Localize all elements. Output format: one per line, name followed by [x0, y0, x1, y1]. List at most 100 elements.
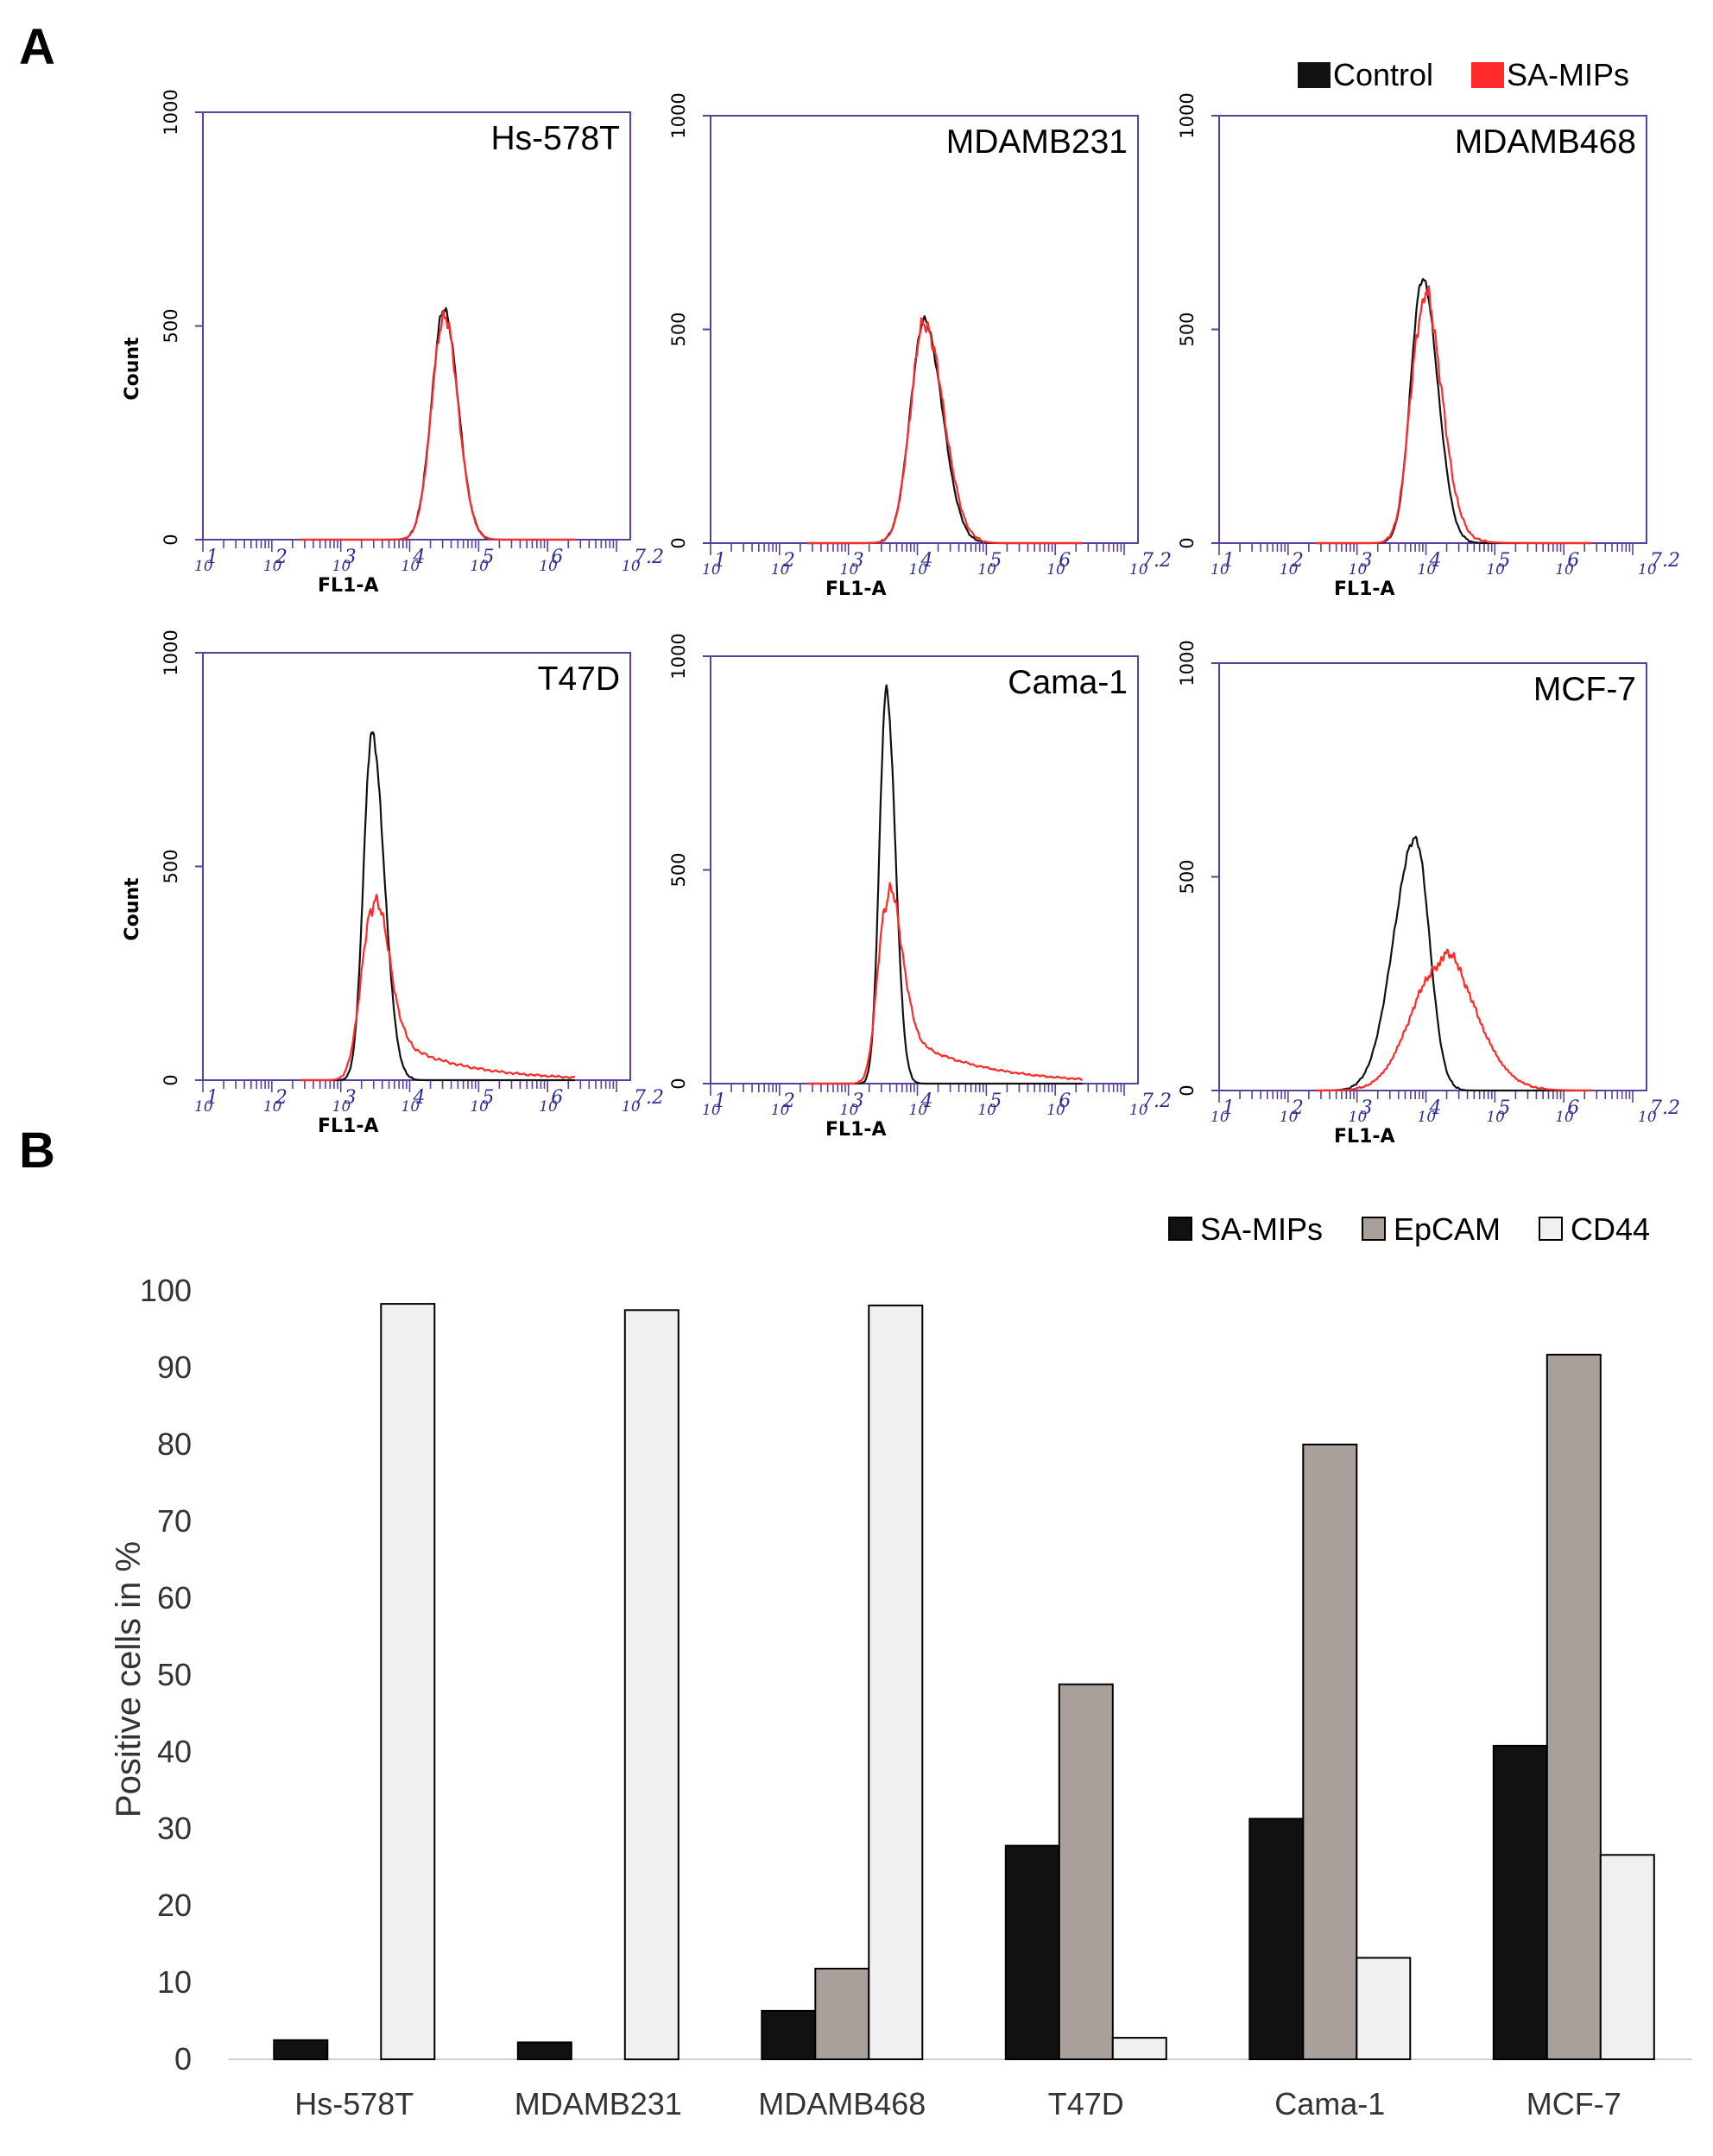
bar-epcam-t47d [1058, 1683, 1114, 2060]
y-tick-label: 1000 [668, 633, 689, 679]
y-tick-label: 500 [1177, 312, 1198, 346]
y-tick-label: 90 [157, 1350, 192, 1385]
x-tick-label: 10 [401, 1098, 420, 1116]
x-tick-exponent: 7.2 [1141, 550, 1172, 572]
legend-sa-mips-swatch [1471, 62, 1504, 88]
series-line-control [1315, 278, 1591, 545]
bar-sa-mips-mcf-7 [1492, 1744, 1548, 2061]
x-tick-label: 10 [1418, 561, 1437, 579]
y-tick-label: 1000 [161, 89, 181, 135]
legend-label-sa-mips: SA-MIPs [1200, 1211, 1323, 1247]
x-tick-exponent: 4 [1429, 550, 1442, 572]
series-line-control [299, 731, 575, 1082]
x-tick-label: 10 [470, 558, 489, 575]
x-tick-exponent: 5 [482, 1087, 494, 1109]
x-tick-label: 10 [1349, 1109, 1368, 1126]
x-tick-label: 10 [1280, 561, 1299, 579]
x-tick-exponent: 4 [413, 547, 426, 568]
series-line-sa-mips [1315, 948, 1591, 1092]
series-line-control [806, 684, 1083, 1085]
x-tick-exponent: 2 [1291, 1097, 1304, 1119]
x-tick-exponent: 2 [1291, 550, 1304, 572]
x-axis-label: FL1-A [1334, 1126, 1395, 1148]
histogram-frame [1218, 662, 1647, 1091]
legend-control-swatch [1298, 62, 1331, 88]
x-tick-label: 10 [263, 558, 282, 575]
bar-legend: SA-MIPs EpCAM CD44 [1168, 1211, 1650, 1247]
x-axis-label: FL1-A [825, 1119, 887, 1141]
panel-a-label: A [19, 19, 55, 75]
histogram-hs-578t: 101 102 103 104 105 106 107.205001000FL1-ACoun… [122, 89, 664, 597]
x-tick-label: 10 [840, 1102, 859, 1119]
x-tick-label: 10 [1129, 561, 1148, 579]
x-tick-exponent: 6 [1059, 550, 1071, 572]
x-tick-label: 10 [840, 561, 859, 579]
x-tick-label: 10 [771, 1102, 790, 1119]
series-line-sa-mips [1315, 285, 1591, 545]
y-axis-label: Positive cells in % [110, 1541, 148, 1818]
x-tick-exponent: 1 [714, 550, 726, 572]
x-tick-label: 10 [470, 1098, 489, 1116]
bar-chart: 0 10 20 30 40 50 60 70 80 90 100 Positive cells in … [110, 1211, 1692, 2121]
x-tick-label: 10 [1638, 561, 1657, 579]
y-tick-label: 500 [668, 852, 689, 887]
y-tick-label: 0 [668, 537, 689, 548]
x-tick-exponent: 6 [1567, 1097, 1579, 1119]
x-tick-label: 10 [194, 1098, 213, 1116]
x-tick-exponent: 7.2 [634, 1087, 664, 1109]
y-tick-label: 0 [161, 534, 181, 545]
x-tick-label: 10 [1418, 1109, 1437, 1126]
x-tick-label: 10 [1129, 1102, 1148, 1119]
x-tick-label: 10 [771, 561, 790, 579]
histogram-panels: 101 102 103 104 105 106 107.205001000FL1-ACoun… [122, 89, 1680, 1148]
x-tick-label: 10 [1349, 561, 1368, 579]
x-tick-label: 10 [332, 558, 351, 575]
x-tick-label: 10 [622, 558, 641, 575]
histogram-mdamb231: 101 102 103 104 105 106 107.205001000FL1-AMDAM… [668, 92, 1172, 600]
x-axis-label: FL1-A [1334, 579, 1395, 600]
x-tick-exponent: 3 [344, 1087, 357, 1109]
x-tick-label: 10 [977, 1102, 996, 1119]
x-axis-label: FL1-A [825, 579, 887, 600]
x-tick-label: 10 [263, 1098, 282, 1116]
x-tick-label: 10 [1046, 1102, 1065, 1119]
x-tick-label: 10 [1555, 561, 1574, 579]
x-category-label: Hs-578T [294, 2086, 414, 2121]
bar-cd44-cama-1 [1356, 1957, 1412, 2060]
x-tick-exponent: 1 [206, 547, 218, 568]
y-tick-label: 80 [157, 1426, 192, 1462]
x-tick-exponent: 3 [344, 547, 357, 568]
x-tick-exponent: 7.2 [1650, 550, 1680, 572]
x-tick-exponent: 6 [551, 1087, 563, 1109]
x-axis-label: FL1-A [318, 1116, 379, 1137]
bar-cd44-hs-578t [380, 1303, 436, 2060]
x-tick-exponent: 7.2 [1141, 1091, 1172, 1112]
x-tick-exponent: 4 [920, 550, 933, 572]
x-tick-exponent: 5 [1498, 550, 1510, 572]
x-tick-exponent: 6 [551, 547, 563, 568]
x-category-label: MDAMB468 [758, 2086, 926, 2121]
y-axis-label: Count [122, 877, 143, 941]
histogram-title: MDAMB231 [946, 123, 1128, 161]
x-tick-exponent: 6 [1059, 1091, 1071, 1112]
x-category-label: MDAMB231 [515, 2086, 682, 2121]
x-tick-label: 10 [702, 561, 721, 579]
x-tick-label: 10 [1638, 1109, 1657, 1126]
y-tick-label: 500 [161, 849, 181, 883]
histogram-title: Cama-1 [1008, 664, 1128, 701]
x-tick-label: 10 [1486, 1109, 1505, 1126]
series-line-control [806, 315, 1083, 545]
x-tick-exponent: 5 [482, 547, 494, 568]
series-line-sa-mips [806, 317, 1083, 545]
x-tick-exponent: 1 [1223, 550, 1235, 572]
y-tick-label: 1000 [668, 92, 689, 138]
y-tick-label: 500 [668, 312, 689, 346]
x-tick-label: 10 [909, 1102, 928, 1119]
x-tick-label: 10 [909, 561, 928, 579]
x-tick-exponent: 7.2 [634, 547, 664, 568]
bar-sa-mips-hs-578t [273, 2039, 329, 2061]
x-category-label: Cama-1 [1274, 2086, 1385, 2121]
x-tick-label: 10 [539, 1098, 558, 1116]
x-tick-exponent: 1 [714, 1091, 726, 1112]
y-tick-label: 50 [157, 1657, 192, 1692]
